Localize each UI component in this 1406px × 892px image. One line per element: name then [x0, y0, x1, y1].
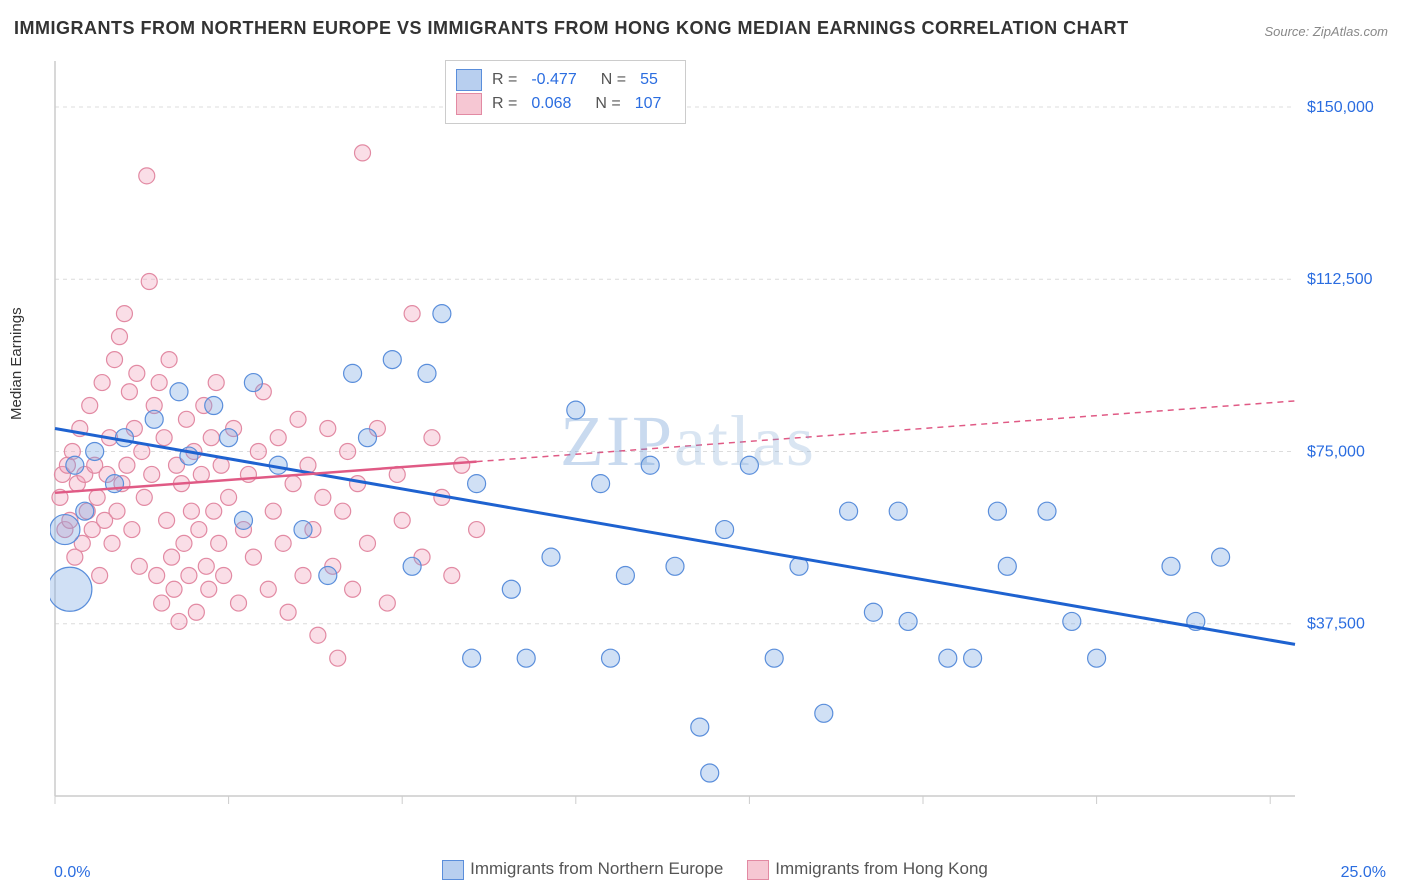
- svg-text:$37,500: $37,500: [1307, 616, 1365, 633]
- legend-row: R = 0.068 N = 107: [456, 93, 675, 115]
- source-label: Source: ZipAtlas.com: [1264, 24, 1388, 39]
- scatter-plot: $37,500 $75,000 $112,500 $150,000: [50, 56, 1390, 836]
- series-swatch: [747, 860, 769, 880]
- chart-title: IMMIGRANTS FROM NORTHERN EUROPE VS IMMIG…: [14, 18, 1129, 39]
- svg-text:$112,500: $112,500: [1307, 271, 1373, 288]
- y-axis-label: Median Earnings: [8, 307, 25, 420]
- svg-text:$75,000: $75,000: [1307, 443, 1365, 460]
- stats-legend: R = -0.477 N = 55 R = 0.068 N = 107: [445, 60, 686, 124]
- series-label: Immigrants from Hong Kong: [775, 859, 988, 878]
- svg-text:$150,000: $150,000: [1307, 99, 1374, 116]
- legend-swatch: [456, 93, 482, 115]
- legend-n-value: 55: [640, 71, 658, 89]
- legend-r-value: 0.068: [531, 95, 571, 113]
- legend-n-label: N =: [595, 95, 620, 113]
- legend-swatch: [456, 69, 482, 91]
- legend-r-label: R =: [492, 95, 517, 113]
- series-swatch: [442, 860, 464, 880]
- legend-r-label: R =: [492, 71, 517, 89]
- legend-row: R = -0.477 N = 55: [456, 69, 675, 91]
- legend-n-value: 107: [635, 95, 662, 113]
- series-legend: Immigrants from Northern Europe Immigrant…: [0, 859, 1406, 880]
- series-label: Immigrants from Northern Europe: [470, 859, 723, 878]
- legend-n-label: N =: [601, 71, 626, 89]
- legend-r-value: -0.477: [531, 71, 576, 89]
